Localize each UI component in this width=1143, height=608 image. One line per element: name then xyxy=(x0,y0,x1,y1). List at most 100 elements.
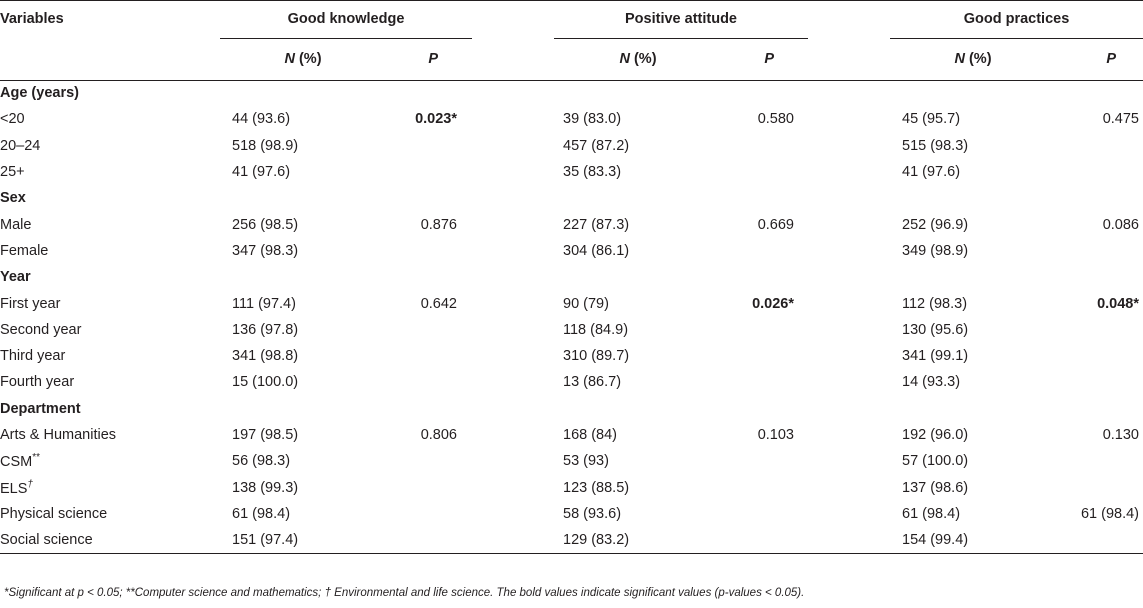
spacer-cell xyxy=(808,474,890,500)
footnote-marker: † xyxy=(27,478,33,490)
spacer-cell xyxy=(808,159,890,185)
spacer-cell xyxy=(472,343,554,369)
spacer-cell xyxy=(808,527,890,553)
attitude-n-cell: 35 (83.3) xyxy=(563,164,622,181)
row-label: <20 xyxy=(0,111,25,128)
spacer-cell xyxy=(808,133,890,159)
knowledge-n-cell: 56 (98.3) xyxy=(232,453,291,470)
spacer-cell xyxy=(808,448,890,474)
table-row: Second year 136 (97.8) 118 (84.9) 130 (95.6… xyxy=(0,317,1143,343)
practices-n-header: N (%) xyxy=(954,50,992,67)
knowledge-n-header: N (%) xyxy=(284,50,322,67)
knowledge-n-cell: 15 (100.0) xyxy=(232,374,299,391)
practices-p-cell xyxy=(1056,527,1143,553)
section-label: Sex xyxy=(0,190,26,207)
table-row: 20–24 518 (98.9) 457 (87.2) 515 (98.3) xyxy=(0,133,1143,159)
attitude-p-cell: 0.103 xyxy=(757,427,794,443)
attitude-n-cell: 53 (93) xyxy=(563,453,609,470)
practices-n-cell: 57 (100.0) xyxy=(902,453,969,470)
row-label: Female xyxy=(0,242,49,259)
attitude-p-cell xyxy=(722,448,808,474)
practices-n-cell: 349 (98.9) xyxy=(902,242,969,259)
practices-n-cell: 112 (98.3) xyxy=(902,295,968,312)
practices-n-cell: 252 (96.9) xyxy=(902,216,969,233)
row-label: ELS† xyxy=(0,478,33,497)
spacer-cell xyxy=(472,527,554,553)
knowledge-p-cell: 0.876 xyxy=(420,216,457,233)
practices-p-cell xyxy=(1056,133,1143,159)
spacer-cell xyxy=(808,238,890,264)
spacer-cell xyxy=(808,317,890,343)
knowledge-n-cell: 61 (98.4) xyxy=(232,505,291,522)
practices-n-cell: 14 (93.3) xyxy=(902,374,961,391)
practices-n-cell: 61 (98.4) xyxy=(902,505,961,522)
practices-p-cell xyxy=(1056,159,1143,185)
knowledge-n-cell: 138 (99.3) xyxy=(232,479,299,496)
attitude-p-cell: 0.026* xyxy=(752,295,794,312)
attitude-p-cell xyxy=(722,501,808,527)
variables-header: Variables xyxy=(0,11,64,27)
attitude-p-cell xyxy=(722,369,808,395)
spacer-cell xyxy=(472,159,554,185)
practices-n-cell: 45 (95.7) xyxy=(902,111,961,128)
table-row: Female 347 (98.3) 304 (86.1) 349 (98.9) xyxy=(0,238,1143,264)
spacer-cell xyxy=(472,238,554,264)
section-label: Department xyxy=(0,400,81,417)
table-footnote: *Significant at p < 0.05; **Computer sci… xyxy=(4,587,805,599)
spacer-cell xyxy=(808,422,890,448)
knowledge-p-cell xyxy=(386,343,472,369)
spacer-cell xyxy=(808,369,890,395)
row-label: Male xyxy=(0,216,32,233)
practices-p-header: P xyxy=(1106,50,1116,67)
knowledge-p-cell xyxy=(386,238,472,264)
practices-n-cell: 137 (98.6) xyxy=(902,479,969,496)
knowledge-p-cell xyxy=(386,133,472,159)
attitude-p-cell xyxy=(722,133,808,159)
practices-p-cell xyxy=(1056,238,1143,264)
attitude-n-cell: 13 (86.7) xyxy=(563,374,622,391)
section-row: Year xyxy=(0,264,1143,290)
footnote-marker: ** xyxy=(32,452,41,464)
table-row: 25+ 41 (97.6) 35 (83.3) 41 (97.6) xyxy=(0,159,1143,185)
attitude-n-cell: 304 (86.1) xyxy=(563,242,630,259)
attitude-p-cell: 0.580 xyxy=(757,111,794,128)
practices-p-cell xyxy=(1056,317,1143,343)
positive-attitude-header: Positive attitude xyxy=(554,0,808,39)
table-top-rule xyxy=(0,0,1143,1)
attitude-n-cell: 123 (88.5) xyxy=(563,479,630,496)
spacer-cell xyxy=(472,501,554,527)
attitude-p-cell xyxy=(722,527,808,553)
attitude-n-cell: 39 (83.0) xyxy=(563,111,622,128)
spacer-cell xyxy=(808,501,890,527)
knowledge-n-cell: 136 (97.8) xyxy=(232,321,299,338)
knowledge-p-cell: 0.806 xyxy=(420,427,457,443)
knowledge-p-cell xyxy=(386,369,472,395)
row-label: Fourth year xyxy=(0,374,75,391)
spacer-cell xyxy=(472,211,554,237)
row-label: CSM** xyxy=(0,452,41,471)
knowledge-n-cell: 518 (98.9) xyxy=(232,137,299,154)
knowledge-n-cell: 151 (97.4) xyxy=(232,531,299,548)
row-label: 25+ xyxy=(0,164,25,181)
attitude-n-cell: 58 (93.6) xyxy=(563,505,622,522)
practices-n-cell: 41 (97.6) xyxy=(902,164,961,181)
row-label: Second year xyxy=(0,321,82,338)
knowledge-n-cell: 341 (98.8) xyxy=(232,348,299,365)
row-label: Physical science xyxy=(0,505,108,522)
attitude-p-cell xyxy=(722,343,808,369)
section-row: Age (years) xyxy=(0,80,1143,106)
practices-p-cell xyxy=(1056,343,1143,369)
good-knowledge-header: Good knowledge xyxy=(220,0,472,39)
spacer-cell xyxy=(472,317,554,343)
attitude-n-cell: 310 (89.7) xyxy=(563,348,630,365)
attitude-p-cell: 0.669 xyxy=(757,216,794,233)
spacer-cell xyxy=(472,290,554,316)
practices-p-cell: 0.086 xyxy=(1102,216,1139,233)
group-header-row: Variables Good knowledge Positive attitu… xyxy=(0,0,1143,39)
section-label: Age (years) xyxy=(0,85,79,102)
knowledge-p-cell xyxy=(386,317,472,343)
table-row: ELS† 138 (99.3) 123 (88.5) 137 (98.6) xyxy=(0,474,1143,500)
practices-n-cell: 515 (98.3) xyxy=(902,137,969,154)
practices-p-cell: 61 (98.4) xyxy=(1080,505,1139,522)
practices-n-cell: 192 (96.0) xyxy=(902,427,969,443)
